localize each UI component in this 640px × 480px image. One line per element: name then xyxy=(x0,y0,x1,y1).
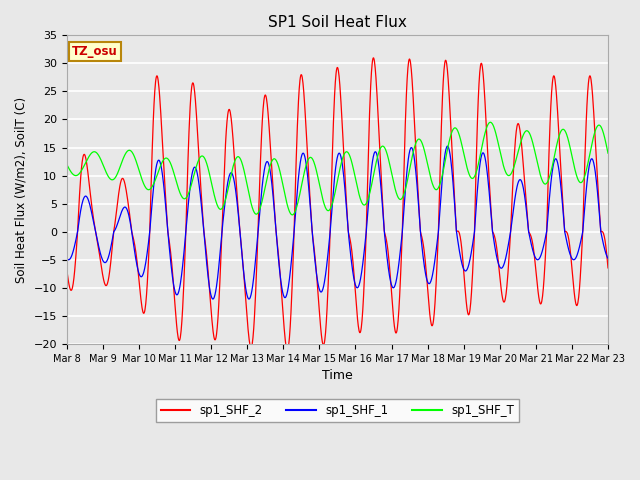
Legend: sp1_SHF_2, sp1_SHF_1, sp1_SHF_T: sp1_SHF_2, sp1_SHF_1, sp1_SHF_T xyxy=(156,399,519,421)
sp1_SHF_1 xyxy=(245,296,253,302)
sp1_SHF_2 xyxy=(541,270,548,276)
sp1_SHF_1 xyxy=(493,254,500,260)
sp1_SHF_2 xyxy=(604,265,612,271)
sp1_SHF_1 xyxy=(170,284,178,289)
sp1_SHF_2 xyxy=(170,288,178,294)
sp1_SHF_T xyxy=(541,181,548,187)
X-axis label: Time: Time xyxy=(322,369,353,382)
sp1_SHF_1 xyxy=(63,255,70,261)
sp1_SHF_T xyxy=(244,185,252,191)
sp1_SHF_2 xyxy=(369,55,377,61)
sp1_SHF_T xyxy=(422,153,429,158)
sp1_SHF_T xyxy=(493,134,500,140)
sp1_SHF_T xyxy=(170,170,178,176)
sp1_SHF_1 xyxy=(604,255,612,261)
sp1_SHF_T xyxy=(289,212,296,218)
sp1_SHF_T xyxy=(183,193,191,199)
sp1_SHF_1 xyxy=(183,214,191,220)
Line: sp1_SHF_T: sp1_SHF_T xyxy=(67,122,608,215)
sp1_SHF_2 xyxy=(63,267,70,273)
sp1_SHF_1 xyxy=(444,143,451,149)
sp1_SHF_2 xyxy=(244,322,252,328)
sp1_SHF_2 xyxy=(493,245,500,251)
sp1_SHF_2 xyxy=(284,348,291,353)
Title: SP1 Soil Heat Flux: SP1 Soil Heat Flux xyxy=(268,15,407,30)
sp1_SHF_T xyxy=(63,161,70,167)
Line: sp1_SHF_1: sp1_SHF_1 xyxy=(67,146,608,299)
sp1_SHF_1 xyxy=(541,240,548,245)
Line: sp1_SHF_2: sp1_SHF_2 xyxy=(67,58,608,350)
sp1_SHF_2 xyxy=(183,184,191,190)
sp1_SHF_2 xyxy=(422,266,430,272)
Y-axis label: Soil Heat Flux (W/m2), SoilT (C): Soil Heat Flux (W/m2), SoilT (C) xyxy=(15,96,28,283)
sp1_SHF_1 xyxy=(244,294,252,300)
Text: TZ_osu: TZ_osu xyxy=(72,46,118,59)
sp1_SHF_T xyxy=(604,150,612,156)
sp1_SHF_T xyxy=(486,120,494,125)
sp1_SHF_1 xyxy=(422,271,429,277)
